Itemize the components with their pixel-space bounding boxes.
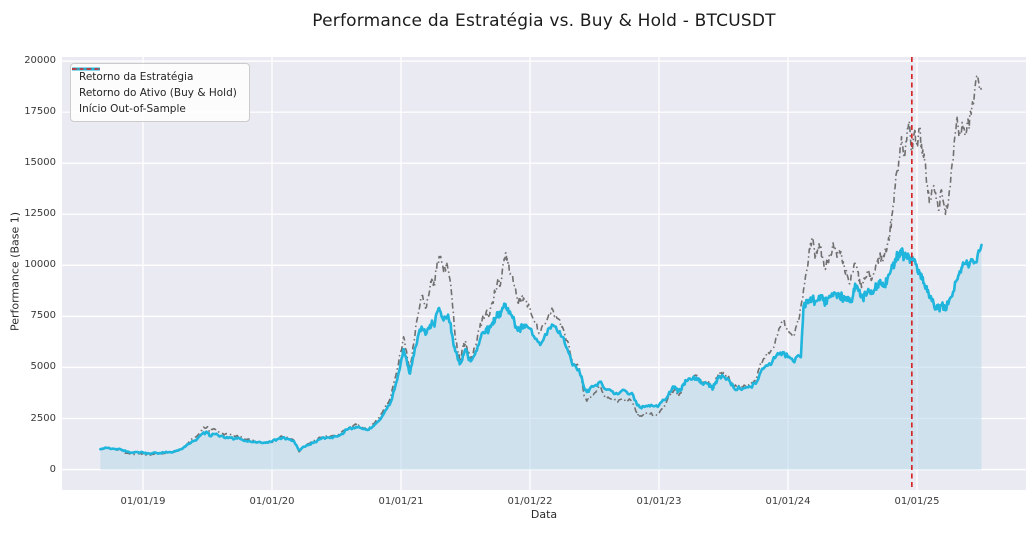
legend-label-oos: Início Out-of-Sample	[79, 102, 186, 115]
legend-label-strategy: Retorno da Estratégia	[79, 70, 194, 83]
x-tick-label: 01/01/20	[249, 496, 295, 507]
legend-item-strategy: Retorno da Estratégia	[72, 67, 237, 83]
y-tick-label: 0	[49, 463, 56, 475]
plot-area: Retorno da Estratégia Retorno do Ativo (…	[62, 57, 1026, 490]
legend: Retorno da Estratégia Retorno do Ativo (…	[70, 63, 250, 122]
y-tick-label: 15000	[24, 157, 56, 169]
y-tick-label: 5000	[30, 361, 56, 373]
buyhold-line	[100, 74, 983, 456]
y-tick-label: 7500	[30, 310, 56, 322]
y-tick-label: 12500	[24, 208, 56, 220]
x-tick-label: 01/01/25	[894, 496, 940, 507]
y-tick-label: 20000	[24, 55, 56, 67]
y-tick-label: 2500	[30, 412, 56, 424]
oos-line-swatch-icon	[72, 68, 100, 70]
y-tick-label: 17500	[24, 106, 56, 118]
x-axis-label: Data	[530, 508, 558, 521]
legend-item-oos: Início Out-of-Sample	[72, 68, 237, 115]
x-tick-label: 01/01/22	[507, 496, 553, 507]
x-tick-label: 01/01/23	[636, 496, 682, 507]
x-tick-label: 01/01/19	[120, 496, 166, 507]
chart-title: Performance da Estratégia vs. Buy & Hold…	[312, 11, 776, 31]
y-axis-label: Performance (Base 1)	[8, 211, 22, 332]
strategy-area	[100, 244, 982, 470]
legend-label-buyhold: Retorno do Ativo (Buy & Hold)	[79, 86, 237, 99]
y-tick-label: 10000	[24, 259, 56, 271]
chart-canvas	[62, 57, 1026, 490]
x-tick-label: 01/01/21	[378, 496, 424, 507]
strategy-line	[99, 243, 983, 456]
legend-item-buyhold: Retorno do Ativo (Buy & Hold)	[72, 68, 237, 99]
x-tick-label: 01/01/24	[765, 496, 811, 507]
